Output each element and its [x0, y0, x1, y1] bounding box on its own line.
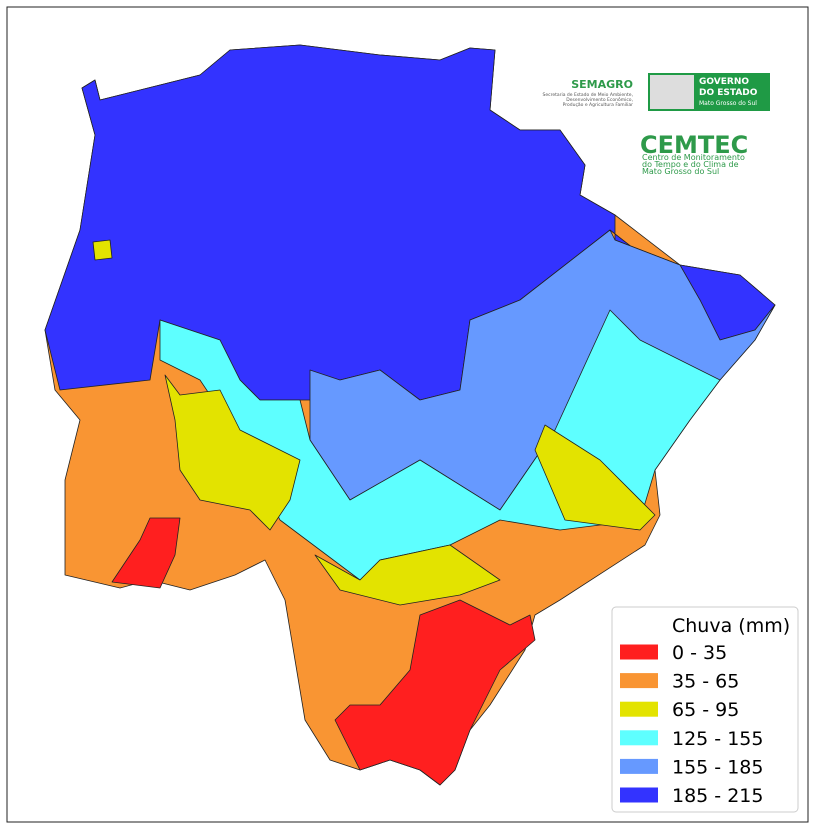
- rain-zone: [534, 424, 656, 531]
- governo-text: GOVERNO: [699, 77, 749, 87]
- legend: Chuva (mm) 0 - 35 35 - 65 65 - 95 125 - 155…: [611, 606, 799, 813]
- governo-text: Mato Grosso do Sul: [699, 100, 757, 107]
- rain-zone: [334, 599, 536, 786]
- legend-label: 35 - 65: [672, 671, 739, 693]
- governo-emblem: [650, 75, 694, 109]
- legend-swatch: [620, 758, 658, 774]
- legend-title: Chuva (mm): [672, 615, 790, 637]
- legend-label: 0 - 35: [672, 642, 727, 664]
- rain-zone: [111, 517, 181, 589]
- semagro-logo: SEMAGRO: [571, 78, 633, 91]
- semagro-subtitle: Secretaria de Estado de Meio Ambiente,: [542, 92, 633, 98]
- governo-text: DO ESTADO: [699, 88, 758, 98]
- semagro-subtitle: Produção e Agricultura Familiar: [563, 102, 634, 108]
- legend-swatch: [620, 673, 658, 689]
- cemtec-logo: CEMTEC: [640, 131, 748, 159]
- legend-swatch: [620, 787, 658, 803]
- legend-label: 155 - 185: [672, 756, 763, 778]
- legend-swatch: [620, 730, 658, 746]
- rain-zone: [92, 239, 113, 261]
- legend-label: 185 - 215: [672, 785, 763, 807]
- legend-swatch: [620, 644, 658, 660]
- cemtec-subtitle: do Tempo e do Clima de: [642, 160, 739, 169]
- legend-swatch: [620, 701, 658, 717]
- logos: SEMAGRO Secretaria de Estado de Meio Amb…: [542, 73, 770, 176]
- legend-label: 65 - 95: [672, 699, 739, 721]
- rain-zone: [164, 374, 301, 531]
- semagro-subtitle: Desenvolvimento Econômico,: [566, 96, 633, 103]
- legend-label: 125 - 155: [672, 728, 763, 750]
- map: [44, 44, 776, 786]
- legend-box: [611, 606, 799, 813]
- cemtec-subtitle: Mato Grosso do Sul: [642, 167, 719, 176]
- rain-zone: [314, 544, 501, 606]
- cemtec-subtitle: Centro de Monitoramento: [642, 153, 745, 162]
